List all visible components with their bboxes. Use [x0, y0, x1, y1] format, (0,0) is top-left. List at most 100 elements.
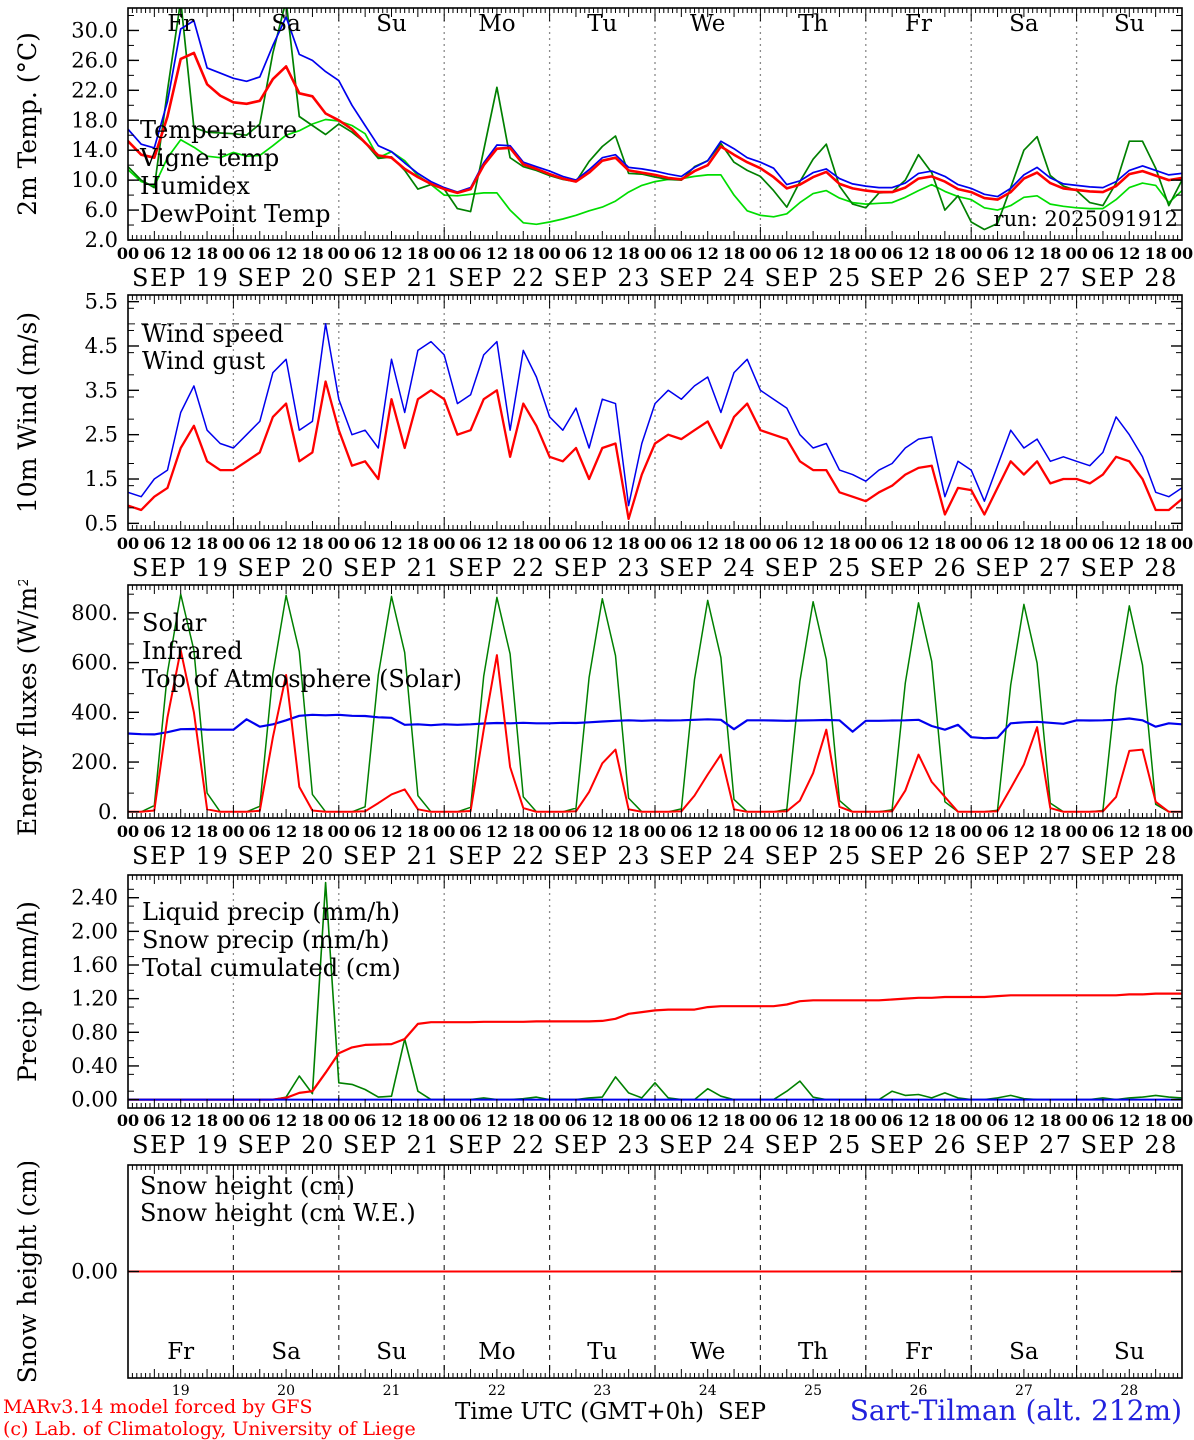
svg-text:00: 00	[960, 1111, 982, 1130]
date-label: SEP 19	[132, 1131, 229, 1159]
month-label: SEP	[718, 1399, 767, 1425]
svg-text:12: 12	[1013, 822, 1035, 841]
svg-text:18: 18	[1039, 822, 1061, 841]
svg-text:18: 18	[301, 822, 323, 841]
legend-entry: Infrared	[142, 637, 243, 665]
svg-text:18: 18	[1145, 244, 1167, 263]
svg-text:06: 06	[354, 244, 376, 263]
precipitation-panel: 0.00 0.40 0.80 1.20 1.60 2.00 2.40 Precip (mm/h…	[13, 874, 1193, 1159]
y-axis-title: Energy fluxes (W/m²)	[13, 580, 42, 836]
svg-text:00: 00	[855, 534, 877, 553]
svg-text:18: 18	[301, 1111, 323, 1130]
svg-text:06: 06	[565, 534, 587, 553]
svg-text:12: 12	[697, 1111, 719, 1130]
legend-entry: Solar	[142, 609, 207, 637]
svg-text:12: 12	[697, 244, 719, 263]
svg-text:400.: 400.	[71, 700, 118, 724]
svg-text:00: 00	[117, 534, 139, 553]
svg-text:06: 06	[565, 1111, 587, 1130]
svg-text:00: 00	[749, 534, 771, 553]
svg-text:00: 00	[117, 822, 139, 841]
svg-text:27: 27	[1015, 1383, 1033, 1399]
svg-text:06: 06	[670, 1111, 692, 1130]
svg-text:00: 00	[960, 244, 982, 263]
svg-text:18: 18	[196, 534, 218, 553]
svg-text:18: 18	[618, 822, 640, 841]
svg-text:06: 06	[249, 1111, 271, 1130]
svg-text:18: 18	[512, 822, 534, 841]
date-label: SEP 20	[237, 842, 334, 870]
svg-text:1.20: 1.20	[71, 987, 118, 1011]
svg-text:20: 20	[277, 1383, 295, 1399]
svg-text:1.5: 1.5	[85, 467, 118, 491]
svg-text:00: 00	[749, 244, 771, 263]
svg-text:18: 18	[1039, 1111, 1061, 1130]
svg-text:00: 00	[538, 1111, 560, 1130]
date-label: SEP 23	[554, 842, 651, 870]
svg-text:18: 18	[934, 244, 956, 263]
svg-text:00: 00	[328, 1111, 350, 1130]
date-label: SEP 23	[554, 264, 651, 292]
date-label: SEP 22	[448, 1131, 545, 1159]
svg-text:06: 06	[354, 534, 376, 553]
date-label: SEP 22	[448, 554, 545, 580]
svg-text:00: 00	[960, 822, 982, 841]
svg-text:18: 18	[723, 822, 745, 841]
svg-text:12: 12	[591, 1111, 613, 1130]
date-label: SEP 23	[554, 1131, 651, 1159]
day-name-label: Mo	[478, 1339, 515, 1365]
svg-text:18: 18	[407, 822, 429, 841]
svg-text:18: 18	[196, 244, 218, 263]
svg-text:19: 19	[172, 1383, 190, 1399]
svg-text:00: 00	[538, 244, 560, 263]
svg-text:18: 18	[407, 1111, 429, 1130]
svg-text:12: 12	[591, 244, 613, 263]
svg-text:06: 06	[249, 534, 271, 553]
svg-text:18: 18	[407, 534, 429, 553]
svg-text:06: 06	[986, 1111, 1008, 1130]
svg-text:6.0: 6.0	[85, 198, 118, 222]
svg-text:12: 12	[275, 534, 297, 553]
svg-text:0.40: 0.40	[71, 1054, 118, 1078]
svg-text:12: 12	[1118, 244, 1140, 263]
svg-text:2.40: 2.40	[71, 886, 118, 910]
svg-text:2.00: 2.00	[71, 919, 118, 943]
svg-text:12: 12	[1118, 822, 1140, 841]
svg-text:00: 00	[644, 822, 666, 841]
svg-text:06: 06	[881, 534, 903, 553]
day-name-label: Fr	[905, 1339, 932, 1365]
svg-text:12: 12	[591, 534, 613, 553]
day-name-label: Sa	[1009, 1339, 1039, 1365]
svg-text:06: 06	[143, 822, 165, 841]
svg-text:12: 12	[170, 822, 192, 841]
svg-text:4.5: 4.5	[85, 334, 118, 358]
day-name-label: We	[690, 1339, 725, 1365]
svg-text:12: 12	[802, 534, 824, 553]
svg-text:18: 18	[512, 1111, 534, 1130]
svg-text:3.5: 3.5	[85, 378, 118, 402]
svg-text:23: 23	[593, 1383, 611, 1399]
day-name-label: Th	[798, 1339, 828, 1365]
svg-text:00: 00	[1171, 534, 1193, 553]
date-label: SEP 25	[764, 264, 861, 292]
svg-text:06: 06	[776, 1111, 798, 1130]
svg-text:06: 06	[565, 244, 587, 263]
run-label: run: 2025091912	[994, 207, 1178, 231]
svg-text:18: 18	[512, 244, 534, 263]
svg-text:18: 18	[618, 534, 640, 553]
svg-text:12: 12	[907, 534, 929, 553]
svg-text:18: 18	[407, 244, 429, 263]
svg-text:12: 12	[802, 822, 824, 841]
date-label: SEP 25	[764, 1131, 861, 1159]
svg-text:12: 12	[486, 244, 508, 263]
day-name-label: Mo	[478, 11, 515, 37]
svg-text:00: 00	[222, 244, 244, 263]
svg-text:12: 12	[380, 534, 402, 553]
day-name-label: Tu	[587, 1339, 617, 1365]
svg-text:12: 12	[1013, 1111, 1035, 1130]
svg-text:06: 06	[881, 1111, 903, 1130]
svg-text:12: 12	[1118, 534, 1140, 553]
date-label: SEP 20	[237, 1131, 334, 1159]
svg-text:12: 12	[907, 822, 929, 841]
date-label: SEP 28	[1081, 554, 1178, 580]
